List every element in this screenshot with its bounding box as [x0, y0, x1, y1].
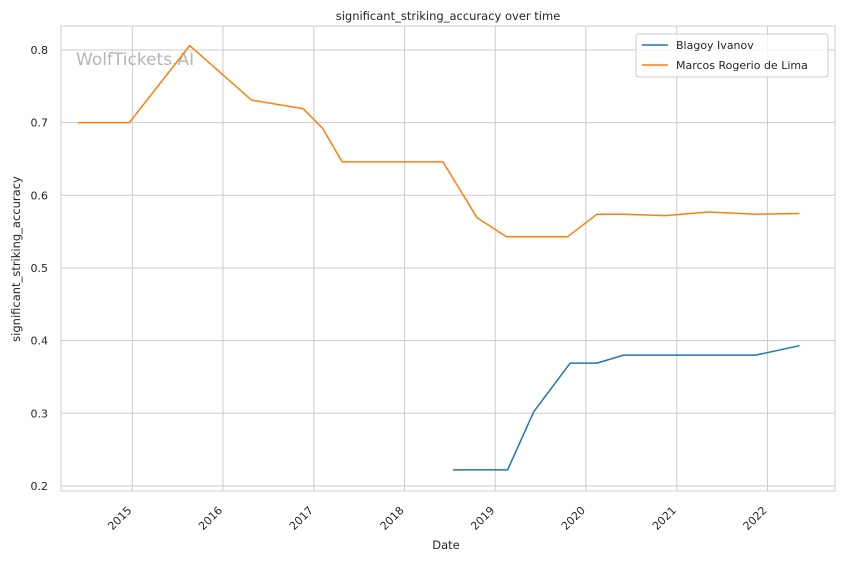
y-tick-label: 0.3	[31, 407, 49, 420]
y-tick-label: 0.4	[31, 335, 49, 348]
grid-lines	[61, 26, 835, 491]
series-line-0	[453, 344, 800, 471]
x-axis-label: Date	[432, 538, 460, 552]
legend-label-0: Blagoy Ivanov	[676, 39, 754, 52]
watermark-text: WolfTickets.AI	[76, 50, 194, 70]
series-lines	[77, 44, 800, 471]
y-tick-label: 0.5	[31, 262, 49, 275]
legend-label-1: Marcos Rogerio de Lima	[676, 59, 808, 72]
chart-title: significant_striking_accuracy over time	[336, 9, 561, 23]
y-tick-label: 0.8	[31, 44, 49, 57]
y-tick-label: 0.2	[31, 480, 49, 493]
legend: Blagoy Ivanov Marcos Rogerio de Lima	[635, 33, 829, 78]
y-tick-label: 0.6	[31, 189, 49, 202]
y-tick-label: 0.7	[31, 117, 49, 130]
legend-box	[635, 33, 829, 78]
series-line-1	[77, 44, 800, 238]
y-axis-label: significant_striking_accuracy	[9, 176, 23, 342]
plot-area-frame	[60, 25, 836, 492]
